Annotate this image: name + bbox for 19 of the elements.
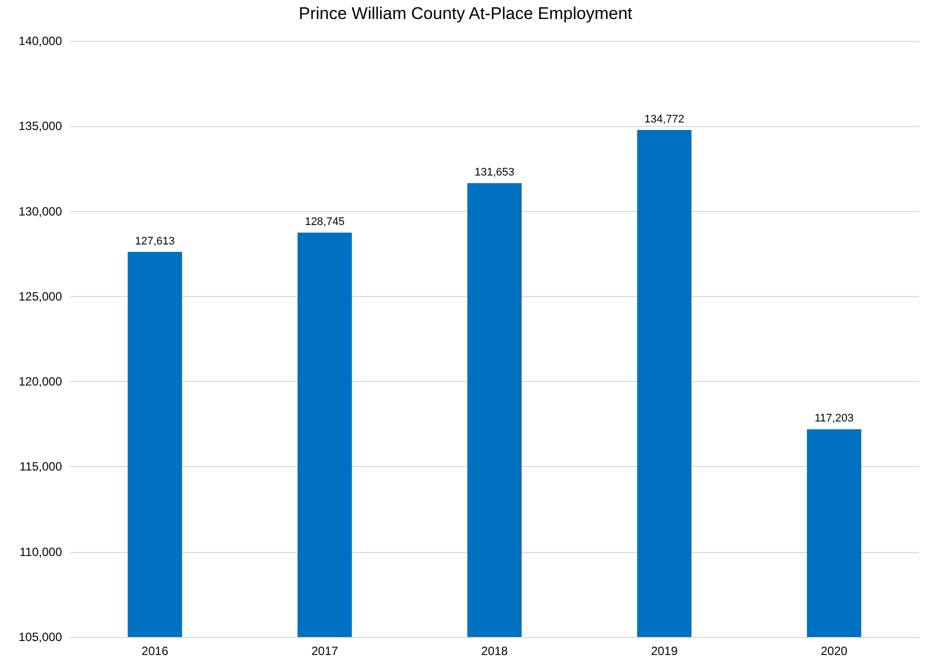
chart-title: Prince William County At-Place Employment xyxy=(298,4,633,23)
data-label: 117,203 xyxy=(814,412,854,425)
y-tick-label: 110,000 xyxy=(20,544,62,559)
data-label: 134,772 xyxy=(644,114,684,126)
x-tick-label: 2018 xyxy=(481,644,508,658)
y-tick-label: 125,000 xyxy=(18,289,62,304)
data-label: 131,653 xyxy=(474,166,514,179)
y-tick-label: 120,000 xyxy=(18,374,62,389)
y-tick-label: 135,000 xyxy=(18,119,62,134)
y-tick-label: 115,000 xyxy=(20,460,62,474)
data-label: 128,745 xyxy=(304,216,345,228)
data-label: 127,613 xyxy=(135,235,175,248)
x-tick-label: 2016 xyxy=(142,644,169,658)
x-tick-label: 2020 xyxy=(820,644,848,658)
y-tick-label: 105,000 xyxy=(18,630,62,644)
x-tick-label: 2017 xyxy=(311,644,338,658)
y-tick-label: 130,000 xyxy=(18,204,62,218)
y-tick-label: 140,000 xyxy=(18,34,62,48)
x-tick-label: 2019 xyxy=(650,644,678,658)
